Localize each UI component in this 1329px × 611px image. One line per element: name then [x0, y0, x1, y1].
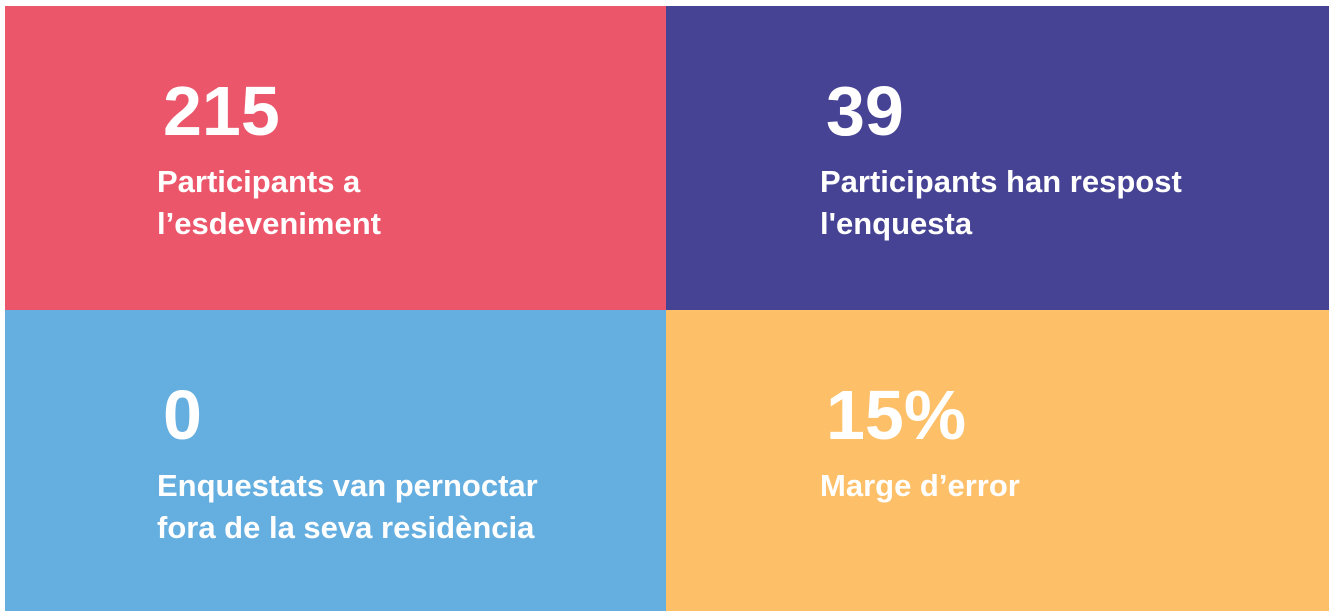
kpi-value: 39: [826, 72, 904, 150]
kpi-value: 15%: [826, 376, 967, 454]
kpi-tile: 0 Enquestats van pernoctar fora de la seva…: [5, 310, 666, 611]
kpi-label: Participants a l’esdeveniment: [157, 161, 381, 245]
kpi-value: 0: [163, 376, 202, 454]
label-line: l'enquesta: [820, 206, 973, 241]
kpi-tile: 39 Participants han respost l'enquesta: [666, 6, 1329, 310]
label-line: Participants han respost: [820, 164, 1182, 199]
label-line: l’esdeveniment: [157, 206, 381, 241]
label-line: Enquestats van pernoctar: [157, 468, 538, 503]
kpi-value: 215: [163, 72, 280, 150]
kpi-tile: 15% Marge d’error: [666, 310, 1329, 611]
label-line: fora de la seva residència: [157, 510, 535, 545]
kpi-label: Enquestats van pernoctar fora de la seva …: [157, 465, 538, 549]
kpi-label: Participants han respost l'enquesta: [820, 161, 1182, 245]
label-line: Marge d’error: [820, 468, 1020, 503]
kpi-tile: 215 Participants a l’esdeveniment: [5, 6, 666, 310]
label-line: Participants a: [157, 164, 361, 199]
kpi-label: Marge d’error: [820, 465, 1020, 507]
